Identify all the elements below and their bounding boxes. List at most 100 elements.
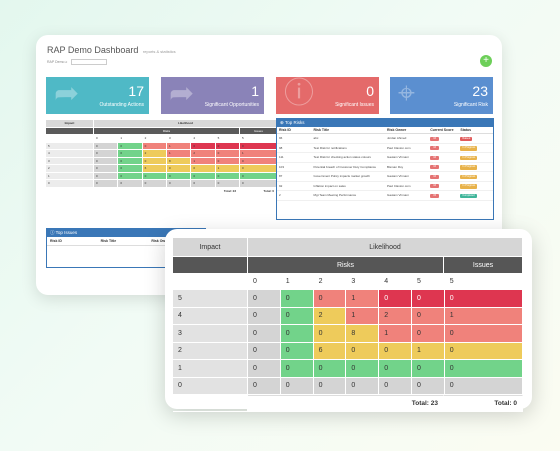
table-row[interactable]: 2 Mgt Team Meeting Performance Gautam Virm… xyxy=(277,190,493,201)
table-row[interactable]: 87 Government Policy impacts market growt… xyxy=(277,171,493,182)
table-row[interactable]: 92 Inflation impact on sales Paul Claxton.… xyxy=(277,181,493,191)
mini-risk-cell[interactable]: 0 xyxy=(94,172,119,180)
risk-cell[interactable]: 0 xyxy=(280,342,314,360)
risk-cell[interactable]: 0 xyxy=(280,360,314,378)
mini-risk-cell[interactable]: 0 xyxy=(166,165,192,173)
mini-issue-cell[interactable]: 0 xyxy=(239,180,278,188)
column-header[interactable]: Risk Ow xyxy=(151,239,166,243)
mini-risk-cell[interactable]: 0 xyxy=(215,150,240,158)
risk-cell[interactable]: 0 xyxy=(411,290,445,308)
table-row[interactable]: 98 Test Risk for notifications Paul Claxto… xyxy=(277,143,493,153)
mini-risk-cell[interactable]: 0 xyxy=(118,142,143,150)
mini-risk-cell[interactable]: 0 xyxy=(94,165,119,173)
risk-cell[interactable]: 0 xyxy=(379,290,412,308)
risk-title[interactable]: Inflation impact on sales xyxy=(311,181,385,191)
risk-cell[interactable]: 0 xyxy=(313,360,347,378)
mini-risk-cell[interactable]: 0 xyxy=(191,142,216,150)
column-header[interactable]: Risk Title xyxy=(311,127,385,134)
stat-tile[interactable]: ⓘ 0 Significant Issues xyxy=(276,77,379,114)
add-button[interactable]: + xyxy=(480,55,492,67)
mini-risk-cell[interactable]: 0 xyxy=(142,172,167,180)
mini-risk-cell[interactable]: 1 xyxy=(191,157,216,165)
risk-title[interactable]: abc xyxy=(311,133,385,144)
mini-risk-cell[interactable]: 0 xyxy=(215,172,240,180)
risk-cell[interactable]: 1 xyxy=(379,325,412,343)
mini-risk-cell[interactable]: 2 xyxy=(142,150,167,158)
risk-cell[interactable]: 0 xyxy=(313,290,347,308)
mini-risk-cell[interactable]: 0 xyxy=(191,180,216,188)
risk-cell[interactable]: 1 xyxy=(346,307,380,325)
table-row[interactable]: 103 Potential breach of Customer Duty Com… xyxy=(277,162,493,172)
risk-cell[interactable]: 8 xyxy=(346,325,380,343)
risk-cell[interactable]: 0 xyxy=(248,342,281,360)
mini-risk-cell[interactable]: 0 xyxy=(142,142,167,150)
stat-tile[interactable]: ➦ 1 Significant Opportunities xyxy=(161,77,264,114)
mini-risk-cell[interactable]: 0 xyxy=(142,157,167,165)
risk-cell[interactable]: 0 xyxy=(346,377,380,395)
risk-cell[interactable]: 1 xyxy=(346,290,380,308)
mini-risk-cell[interactable]: 8 xyxy=(166,157,192,165)
column-header[interactable]: Risk Title xyxy=(100,239,117,243)
risk-cell[interactable]: 1 xyxy=(411,342,445,360)
risk-cell[interactable]: 2 xyxy=(379,307,412,325)
risk-cell[interactable]: 0 xyxy=(280,307,314,325)
issue-cell[interactable]: 0 xyxy=(444,360,523,378)
column-header[interactable]: Status xyxy=(458,127,493,134)
column-header[interactable]: Risk Owner xyxy=(385,127,429,134)
mini-risk-cell[interactable]: 0 xyxy=(166,180,192,188)
mini-risk-cell[interactable]: 0 xyxy=(118,150,143,158)
risk-title[interactable]: Potential breach of Customer Duty Compli… xyxy=(311,162,385,172)
mini-risk-cell[interactable]: 1 xyxy=(166,150,192,158)
mini-issue-cell[interactable]: 0 xyxy=(239,172,278,180)
mini-risk-cell[interactable]: 0 xyxy=(191,172,216,180)
issue-cell[interactable]: 0 xyxy=(444,377,523,395)
risk-cell[interactable]: 0 xyxy=(346,342,380,360)
risk-cell[interactable]: 0 xyxy=(280,290,314,308)
table-row[interactable]: 111 Test Risk for checking action status … xyxy=(277,152,493,163)
mini-risk-cell[interactable]: 0 xyxy=(94,142,119,150)
mini-risk-cell[interactable]: 0 xyxy=(118,165,143,173)
mini-risk-cell[interactable]: 0 xyxy=(215,142,240,150)
risk-cell[interactable]: 0 xyxy=(248,377,281,395)
risk-cell[interactable]: 0 xyxy=(379,342,412,360)
mini-issue-cell[interactable]: 0 xyxy=(239,142,278,150)
mini-risk-cell[interactable]: 0 xyxy=(142,180,167,188)
mini-risk-cell[interactable]: 0 xyxy=(118,157,143,165)
mini-risk-cell[interactable]: 1 xyxy=(166,142,192,150)
mini-risk-cell[interactable]: 1 xyxy=(215,165,240,173)
risk-cell[interactable]: 6 xyxy=(313,342,347,360)
column-header[interactable]: Risk ID xyxy=(277,127,312,134)
mini-risk-cell[interactable]: 0 xyxy=(118,180,143,188)
mini-risk-cell[interactable]: 0 xyxy=(215,180,240,188)
stat-tile[interactable]: ➦ 17 Outstanding Actions xyxy=(46,77,149,114)
risk-cell[interactable]: 0 xyxy=(248,290,281,308)
risk-cell[interactable]: 0 xyxy=(313,325,347,343)
issue-cell[interactable]: 0 xyxy=(444,290,523,308)
risk-title[interactable]: Test Risk for notifications xyxy=(311,143,385,153)
issue-cell[interactable]: 1 xyxy=(444,307,523,325)
mini-risk-cell[interactable]: 0 xyxy=(191,165,216,173)
risk-cell[interactable]: 0 xyxy=(411,360,445,378)
stat-tile[interactable]: ⌖ 23 Significant Risk xyxy=(390,77,493,114)
risk-cell[interactable]: 0 xyxy=(411,377,445,395)
risk-cell[interactable]: 0 xyxy=(379,377,412,395)
project-select[interactable] xyxy=(71,59,108,65)
mini-risk-cell[interactable]: 0 xyxy=(94,150,119,158)
mini-issue-cell[interactable]: 1 xyxy=(239,150,278,158)
risk-cell[interactable]: 0 xyxy=(379,360,412,378)
risk-cell[interactable]: 0 xyxy=(411,325,445,343)
mini-issue-cell[interactable]: 0 xyxy=(239,165,278,173)
risk-cell[interactable]: 0 xyxy=(280,325,314,343)
risk-cell[interactable]: 0 xyxy=(248,307,281,325)
mini-risk-cell[interactable]: 0 xyxy=(94,157,119,165)
issue-cell[interactable]: 0 xyxy=(444,325,523,343)
column-header[interactable]: Risk ID xyxy=(50,239,62,243)
risk-title[interactable]: Mgt Team Meeting Performance xyxy=(311,190,385,201)
column-header[interactable]: Current Score xyxy=(428,127,459,134)
mini-risk-cell[interactable]: 0 xyxy=(215,157,240,165)
risk-cell[interactable]: 0 xyxy=(411,307,445,325)
risk-cell[interactable]: 0 xyxy=(248,360,281,378)
mini-risk-cell[interactable]: 0 xyxy=(118,172,143,180)
mini-risk-cell[interactable]: 0 xyxy=(166,172,192,180)
risk-cell[interactable]: 0 xyxy=(280,377,314,395)
